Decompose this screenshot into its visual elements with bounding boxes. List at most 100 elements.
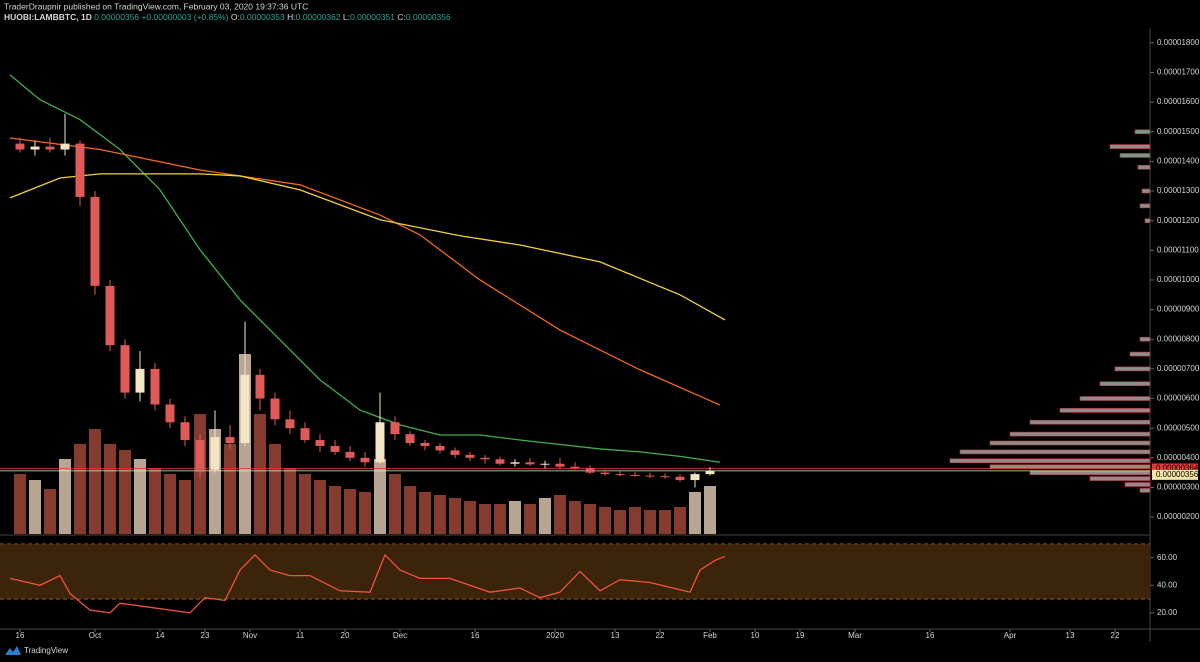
candle-body — [675, 476, 685, 481]
volume-profile-bar — [1029, 419, 1151, 425]
volume-bar — [524, 504, 536, 534]
volume-profile-bar — [1059, 408, 1151, 413]
candle-body — [525, 462, 535, 465]
volume-bar — [704, 486, 716, 534]
volume-bar — [449, 498, 461, 534]
volume-profile-bar — [1109, 144, 1151, 149]
rsi-tick-label: 40.00 — [1157, 580, 1178, 589]
candle-body — [30, 146, 40, 150]
volume-bar — [404, 486, 416, 534]
volume-bar — [74, 444, 86, 534]
publish-info: TraderDraupnir published on TradingView.… — [4, 1, 308, 11]
candle-body — [75, 143, 85, 197]
x-tick-label: Feb — [703, 631, 717, 640]
volume-bar — [329, 486, 341, 534]
volume-bar — [254, 414, 266, 534]
x-tick-label: 19 — [796, 631, 805, 640]
volume-bar — [269, 444, 281, 534]
volume-profile-bar — [1124, 482, 1151, 487]
candle-body — [420, 442, 430, 446]
candle-body — [480, 457, 490, 460]
volume-profile-bar — [1114, 366, 1151, 372]
candle-body — [195, 440, 205, 470]
volume-bar — [554, 495, 566, 534]
y-tick-label: 0.00000900 — [1157, 305, 1200, 314]
y-tick-label: 0.00000800 — [1157, 334, 1200, 343]
y-tick-label: 0.00001700 — [1157, 68, 1200, 77]
candle-body — [570, 466, 580, 469]
y-tick-label: 0.00001500 — [1157, 127, 1200, 136]
volume-bar — [44, 489, 56, 534]
x-tick-label: Nov — [243, 631, 257, 640]
volume-bar — [584, 504, 596, 534]
volume-bar — [89, 429, 101, 534]
volume-bar — [14, 474, 26, 534]
candle-body — [120, 345, 130, 393]
candle-body — [180, 422, 190, 441]
candle-body — [15, 143, 25, 150]
logo-icon — [5, 646, 21, 655]
candle-body — [405, 434, 415, 443]
rsi-tick-label: 60.00 — [1157, 553, 1178, 562]
candle-body — [495, 459, 505, 464]
ohlc-label: L: — [343, 12, 350, 22]
y-tick-label: 0.00001100 — [1157, 245, 1199, 254]
volume-bar — [509, 501, 521, 534]
y-tick-label: 0.00000500 — [1157, 423, 1200, 432]
volume-bar — [344, 489, 356, 534]
ohlc-value: 0.00000353 — [240, 12, 285, 22]
x-tick-label: Apr — [1004, 631, 1017, 640]
x-tick-label: 13 — [611, 631, 620, 640]
candle-body — [210, 437, 220, 470]
moving-average — [9, 137, 721, 406]
candle-body — [45, 146, 55, 150]
volume-bar — [479, 504, 491, 534]
candle-body — [135, 368, 145, 393]
x-tick-label: 13 — [1066, 631, 1075, 640]
volume-profile-bar — [1129, 351, 1151, 357]
price-label-bg — [1152, 463, 1198, 474]
volume-bar — [389, 474, 401, 534]
volume-bar — [134, 459, 146, 534]
candle-body — [645, 475, 655, 477]
x-tick-label: 11 — [296, 631, 305, 640]
volume-bar — [104, 444, 116, 534]
candle-body — [285, 419, 295, 429]
candle-body — [705, 470, 715, 475]
ohlc-label: O: — [231, 12, 240, 22]
brand: TradingView — [24, 646, 68, 655]
candle-body — [165, 404, 175, 423]
candle-body — [690, 474, 700, 481]
volume-bar — [494, 504, 506, 534]
candle-body — [375, 422, 385, 463]
volume-bar — [59, 459, 71, 534]
volume-bar — [224, 444, 236, 534]
y-tick-label: 0.00000200 — [1157, 512, 1200, 521]
candle-body — [555, 463, 565, 467]
volume-bar — [314, 480, 326, 534]
candle-body — [90, 196, 100, 286]
rsi-band — [0, 543, 1150, 600]
volume-bar — [179, 480, 191, 534]
volume-profile-bar — [989, 440, 1151, 446]
price-label-bg — [1152, 469, 1198, 480]
candle-body — [615, 474, 625, 476]
candle-body — [390, 422, 400, 435]
volume-profile-bar — [1099, 381, 1151, 387]
candle-body — [240, 374, 250, 443]
volume-profile-bar — [1134, 129, 1151, 135]
volume-profile-bar — [1137, 165, 1151, 170]
y-tick-label: 0.00001600 — [1157, 97, 1200, 106]
x-tick-label: 14 — [156, 631, 165, 640]
volume-bar — [149, 468, 161, 534]
candle-body — [345, 451, 355, 458]
volume-bar — [464, 501, 476, 534]
x-tick-label: 16 — [471, 631, 480, 640]
volume-bar — [374, 459, 386, 534]
y-tick-label: 0.00000600 — [1157, 394, 1200, 403]
ohlc-label: H: — [287, 12, 296, 22]
volume-bar — [599, 507, 611, 534]
volume-profile-bar — [1089, 476, 1151, 481]
volume-profile-bar — [1119, 153, 1151, 158]
volume-bar — [659, 510, 671, 534]
